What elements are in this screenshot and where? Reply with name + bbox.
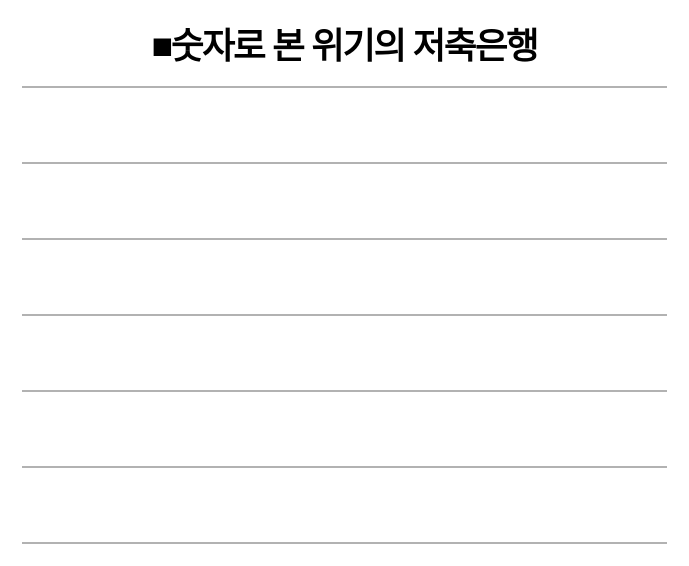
stat-row-substandard-loans: 고정이하여신비율 7.73%→10.32% — [22, 466, 667, 542]
stat-row-net-loss: 올 1분기 당기순손실 1543억원 — [22, 86, 667, 162]
stat-row-household-loans: 가계대출 연체율 5.01%→5.25% — [22, 390, 667, 466]
header: ■숫자로 본 위기의 저축은행 — [0, 0, 689, 86]
page-title: ■숫자로 본 위기의 저축은행 — [151, 25, 539, 66]
stat-row-highest-since-2015: 2015년 4분기(9.2%) 이후 최고치 — [22, 238, 667, 314]
stat-row-delinquency-rate: 저축은행 1분기 연체율 8.80% — [22, 162, 667, 238]
stat-table: 올 1분기 당기순손실 1543억원 저축은행 1분기 연체율 8.80% 20… — [22, 86, 667, 544]
stat-row-corporate-loans: 기업대출 연체율 7.48→11.00% — [22, 314, 667, 390]
